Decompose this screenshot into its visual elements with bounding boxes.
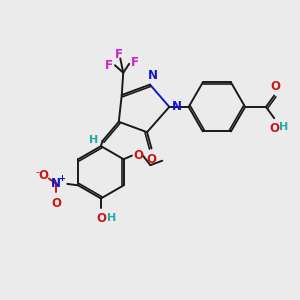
Text: O: O (38, 169, 49, 182)
Text: N: N (51, 177, 61, 190)
Text: F: F (130, 56, 139, 69)
Text: O: O (146, 153, 157, 166)
Text: O: O (133, 149, 143, 162)
Text: O: O (270, 122, 280, 135)
Text: H: H (107, 213, 116, 223)
Text: H: H (89, 135, 99, 145)
Text: H: H (279, 122, 288, 132)
Text: F: F (105, 59, 113, 72)
Text: O: O (96, 212, 106, 225)
Text: -: - (36, 167, 40, 177)
Text: N: N (147, 69, 158, 82)
Text: F: F (115, 48, 123, 62)
Text: N: N (172, 100, 182, 113)
Text: +: + (58, 174, 65, 183)
Text: O: O (270, 80, 280, 93)
Text: O: O (51, 197, 61, 210)
